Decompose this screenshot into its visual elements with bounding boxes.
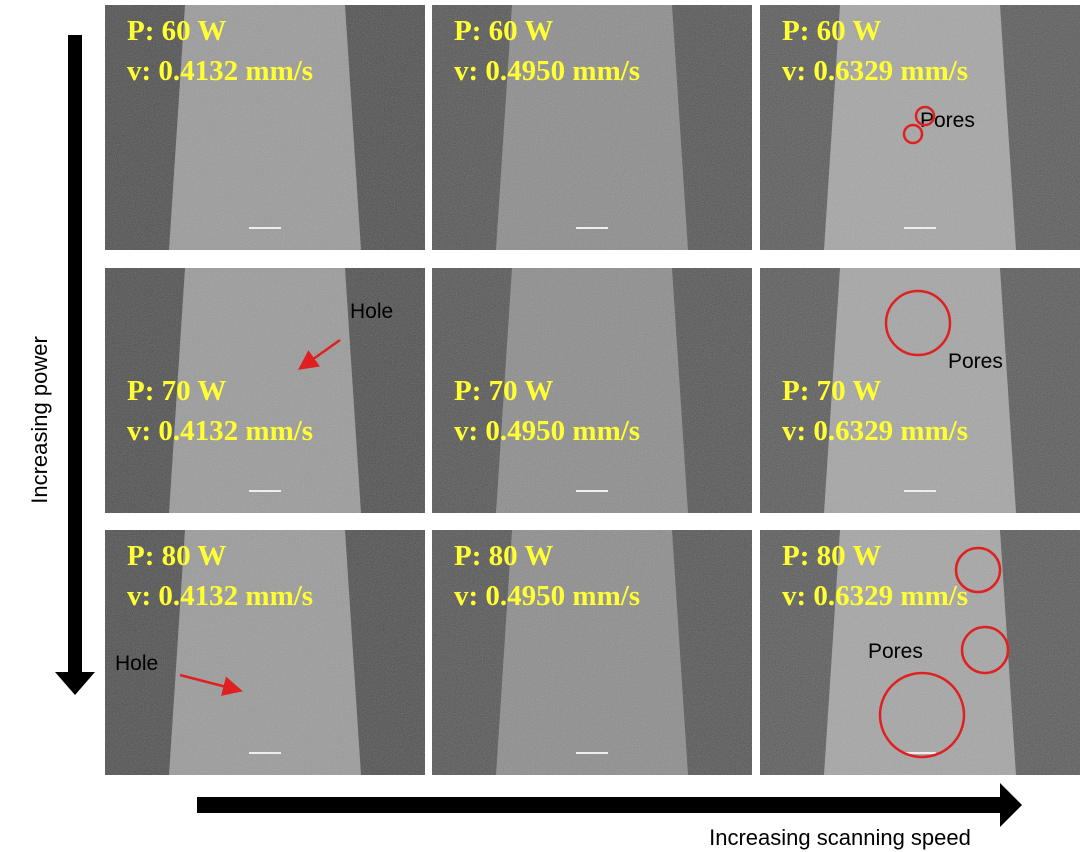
power-label: P: 60 W: [782, 15, 881, 47]
sem-panel: P: 80 W v: 0.4950 mm/s: [432, 530, 752, 775]
sem-panel: P: 70 W v: 0.6329 mm/s Pores: [760, 268, 1080, 513]
power-arrow-head: [55, 672, 95, 695]
figure: P: 60 W v: 0.4132 mm/s P: 60 W v: 0.4950 mm…: [0, 0, 1081, 852]
sem-panel: P: 80 W v: 0.4132 mm/s Hole: [105, 530, 425, 775]
speed-label: v: 0.4132 mm/s: [127, 415, 313, 447]
speed-label: v: 0.6329 mm/s: [782, 55, 968, 87]
y-axis-label: Increasing power: [27, 336, 52, 504]
x-axis-label: Increasing scanning speed: [709, 825, 971, 850]
power-label: P: 70 W: [127, 375, 226, 407]
panel-grid: P: 60 W v: 0.4132 mm/s P: 60 W v: 0.4950 mm…: [105, 5, 1080, 775]
speed-label: v: 0.4950 mm/s: [454, 55, 640, 87]
annotation: Hole: [115, 652, 158, 675]
sem-panel: P: 70 W v: 0.4132 mm/s Hole: [105, 268, 425, 513]
speed-arrow-shaft: [197, 797, 1002, 813]
speed-label: v: 0.4950 mm/s: [454, 415, 640, 447]
power-label: P: 80 W: [127, 540, 226, 572]
annotation: Pores: [948, 350, 1003, 373]
power-label: P: 80 W: [454, 540, 553, 572]
power-label: P: 60 W: [127, 15, 226, 47]
sem-panel: P: 70 W v: 0.4950 mm/s: [432, 268, 752, 513]
power-label: P: 70 W: [454, 375, 553, 407]
power-label: P: 80 W: [782, 540, 881, 572]
power-label: P: 60 W: [454, 15, 553, 47]
page: P: 60 W v: 0.4132 mm/s P: 60 W v: 0.4950 mm…: [0, 0, 1081, 852]
speed-label: v: 0.4132 mm/s: [127, 580, 313, 612]
sem-panel: P: 60 W v: 0.4950 mm/s: [432, 5, 752, 250]
sem-panel: P: 80 W v: 0.6329 mm/s Pores: [760, 530, 1080, 775]
speed-arrow-head: [1000, 783, 1022, 827]
annotation: Pores: [868, 640, 923, 663]
speed-label: v: 0.6329 mm/s: [782, 580, 968, 612]
sem-panel: P: 60 W v: 0.4132 mm/s: [105, 5, 425, 250]
speed-label: v: 0.6329 mm/s: [782, 415, 968, 447]
power-label: P: 70 W: [782, 375, 881, 407]
speed-label: v: 0.4132 mm/s: [127, 55, 313, 87]
annotation: Hole: [350, 300, 393, 323]
power-arrow-shaft: [68, 35, 82, 675]
annotation: Pores: [920, 109, 975, 132]
speed-label: v: 0.4950 mm/s: [454, 580, 640, 612]
